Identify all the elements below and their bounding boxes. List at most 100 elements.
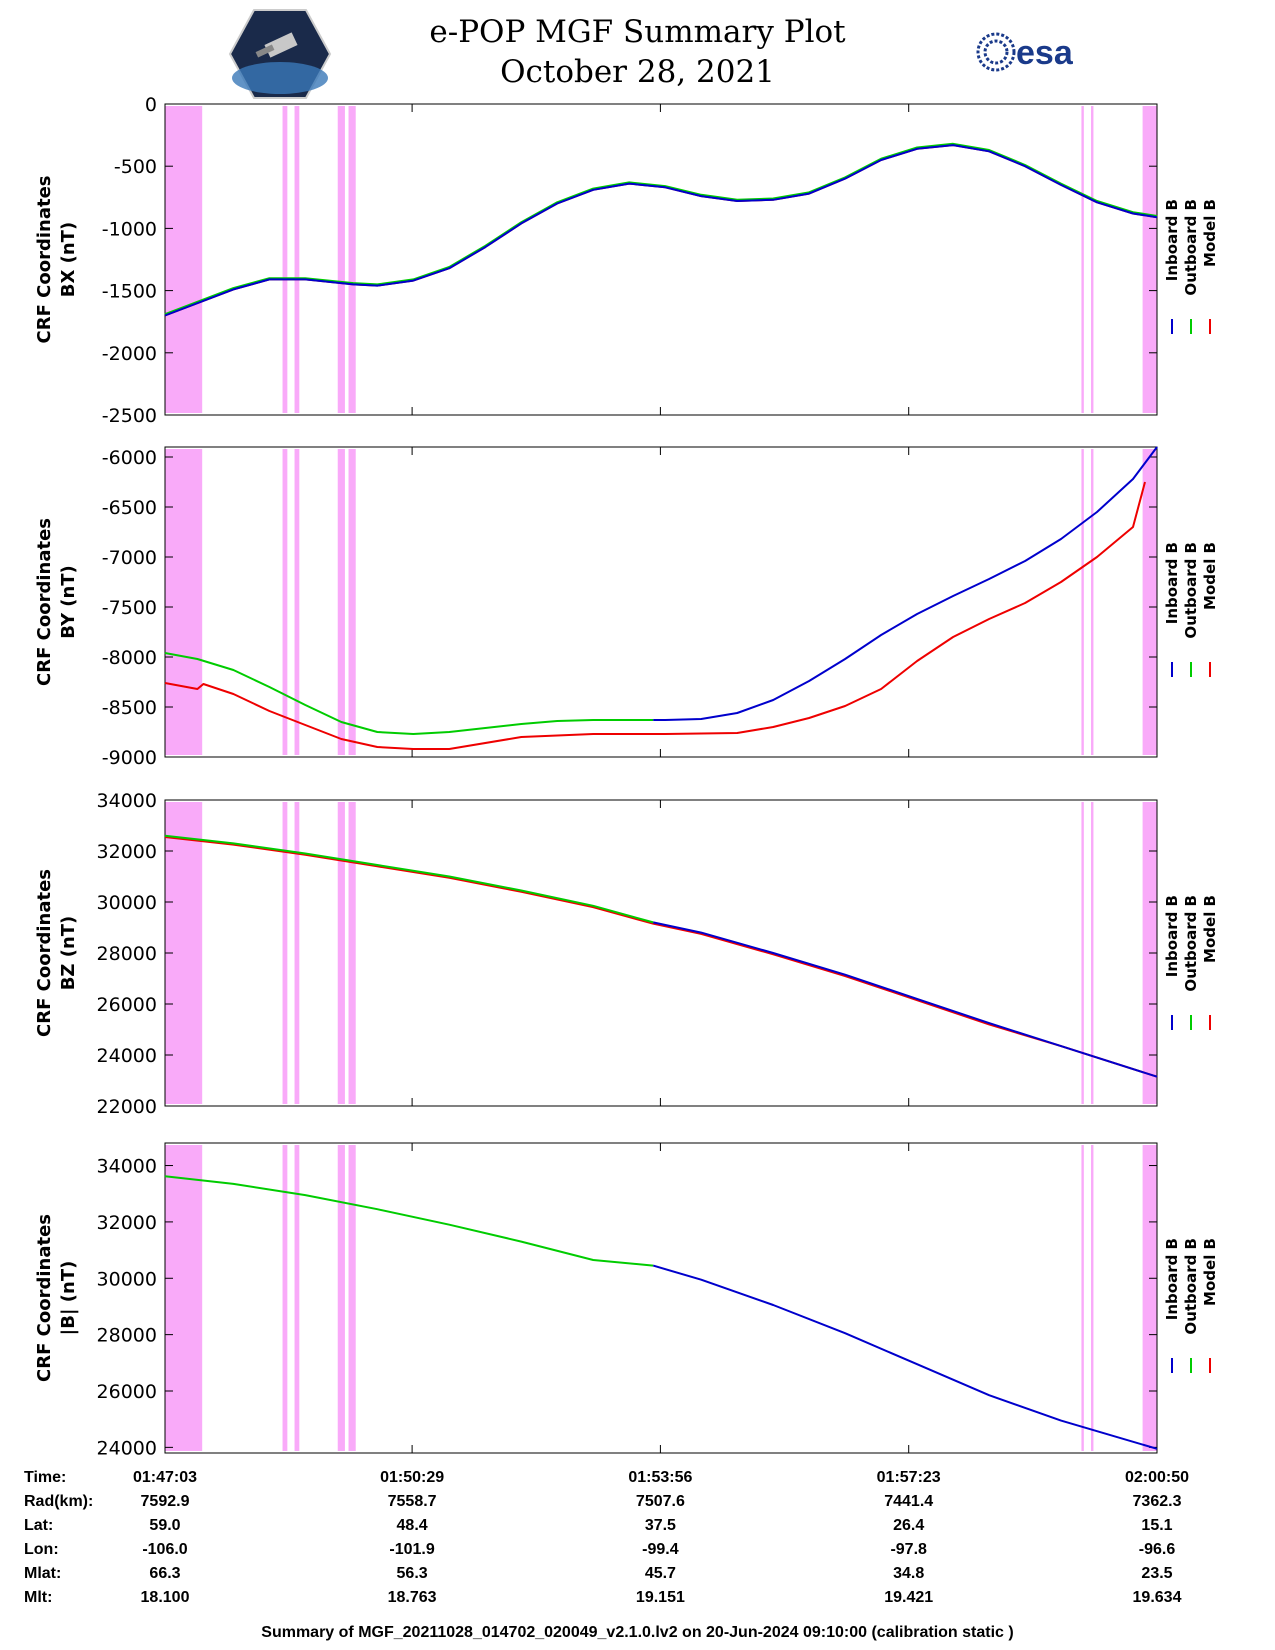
shaded-region	[348, 802, 356, 1104]
shaded-region	[1142, 106, 1157, 413]
info-value: 34.8	[893, 1565, 925, 1582]
info-value: 66.3	[149, 1565, 181, 1582]
series-line-inboard-b	[652, 921, 1158, 1078]
info-value: 37.5	[644, 1517, 676, 1534]
legend-label: Model B	[1201, 542, 1219, 610]
shaded-region	[294, 1145, 300, 1451]
plot-frame	[164, 103, 1158, 416]
y-axis-label: CRF Coordinates	[34, 176, 55, 344]
cassiope-logo	[228, 9, 332, 99]
info-value: 01:50:29	[380, 1469, 445, 1486]
series-line-model-b	[164, 144, 1158, 317]
panel-3: 34000 32000 30000 28000 26000 24000 22000 CRF C…	[34, 790, 1219, 1118]
shaded-region	[1142, 1145, 1157, 1451]
shaded-region	[1091, 1145, 1094, 1451]
shaded-region	[282, 1145, 288, 1451]
info-value: 18.763	[387, 1589, 437, 1606]
shaded-region	[282, 802, 288, 1104]
shaded-region	[1091, 449, 1094, 755]
panel-1: 0 -500 -1000 -1500 -2000 -2500 CRF Coordinates…	[34, 94, 1219, 427]
shaded-region	[1081, 802, 1084, 1104]
shaded-region	[1081, 1145, 1084, 1451]
series-line-inboard-b	[653, 446, 1158, 721]
info-value: 56.3	[396, 1565, 428, 1582]
shaded-region	[165, 1145, 203, 1451]
info-value: 02:00:50	[1124, 1469, 1190, 1486]
y-tick-label: -8500	[102, 697, 157, 719]
shaded-region	[348, 106, 356, 413]
y-tick-label: 34000	[97, 1156, 157, 1178]
info-value: -99.4	[642, 1541, 679, 1558]
info-row-label: Mlat:	[24, 1565, 62, 1582]
info-value: 7592.9	[140, 1493, 190, 1510]
plot-frame	[164, 446, 1158, 758]
shaded-region	[348, 449, 356, 755]
shaded-region	[1091, 802, 1094, 1104]
shaded-region	[294, 106, 300, 413]
info-row-label: Lat:	[24, 1517, 54, 1534]
y-tick-label: 30000	[97, 892, 157, 914]
info-row-label: Lon:	[24, 1541, 59, 1558]
info-value: 7558.7	[387, 1493, 437, 1510]
y-tick-label: -1500	[102, 281, 157, 303]
y-axis-label: CRF Coordinates	[34, 869, 55, 1037]
y-axis-label: CRF Coordinates	[34, 1214, 55, 1382]
shaded-region	[165, 449, 203, 755]
legend-label: Inboard B	[1163, 1238, 1181, 1320]
y-tick-label: -9000	[102, 747, 157, 769]
info-row-label: Mlt:	[24, 1589, 53, 1606]
y-tick-label: -8000	[102, 647, 157, 669]
shaded-region	[348, 1145, 356, 1451]
legend-label: Inboard B	[1163, 895, 1181, 977]
info-value: 48.4	[396, 1517, 428, 1534]
legend-label: Model B	[1201, 199, 1219, 267]
info-value: 59.0	[149, 1517, 181, 1534]
y-tick-label: 32000	[97, 841, 157, 863]
footer-caption: Summary of MGF_20211028_014702_020049_v2…	[261, 1624, 1014, 1641]
shaded-region	[337, 1145, 345, 1451]
shaded-region	[282, 449, 288, 755]
y-axis-label: BX (nT)	[58, 222, 79, 297]
info-value: 26.4	[893, 1517, 925, 1534]
plot-frame	[164, 1142, 1158, 1454]
y-tick-label: 26000	[97, 1381, 157, 1403]
info-value: -101.9	[389, 1541, 435, 1558]
plot-frame	[164, 799, 1158, 1107]
info-row-label: Rad(km):	[24, 1493, 94, 1510]
legend-label: Model B	[1201, 1238, 1219, 1306]
series-line-outboard-b	[164, 1175, 654, 1267]
y-axis-label: |B| (nT)	[58, 1261, 79, 1336]
legend-label: Inboard B	[1163, 199, 1181, 281]
plot-title: e-POP MGF Summary Plot	[429, 14, 846, 50]
info-value: 01:47:03	[132, 1469, 198, 1486]
y-tick-label: -500	[114, 156, 157, 178]
info-value: -97.8	[890, 1541, 927, 1558]
y-axis-label: BY (nT)	[58, 565, 79, 639]
info-value: -106.0	[142, 1541, 188, 1558]
y-tick-label: 24000	[97, 1045, 157, 1067]
info-value: 7362.3	[1132, 1493, 1182, 1510]
y-axis-label: CRF Coordinates	[34, 518, 55, 686]
y-tick-label: 32000	[97, 1212, 157, 1234]
y-tick-label: -7000	[102, 547, 157, 569]
series-line-model-b	[164, 836, 1158, 1078]
shaded-region	[1081, 106, 1084, 413]
y-tick-label: 22000	[97, 1096, 157, 1118]
legend-label: Outboard B	[1182, 895, 1200, 992]
legend-label: Outboard B	[1182, 199, 1200, 296]
info-value: -96.6	[1138, 1541, 1176, 1558]
info-value: 45.7	[644, 1565, 676, 1582]
series-line-model-b	[164, 481, 1146, 750]
info-value: 01:57:23	[876, 1469, 941, 1486]
shaded-region	[337, 802, 345, 1104]
series-line-inboard-b	[652, 1264, 1158, 1450]
info-row-label: Time:	[24, 1469, 67, 1486]
shaded-region	[1091, 106, 1094, 413]
y-tick-label: 34000	[97, 790, 157, 812]
y-axis-label: BZ (nT)	[58, 916, 79, 991]
y-tick-label: -2000	[102, 343, 157, 365]
y-tick-label: -6500	[102, 497, 157, 519]
info-value: 18.100	[140, 1589, 190, 1606]
legend-label: Outboard B	[1182, 542, 1200, 639]
info-value: 19.151	[635, 1589, 685, 1606]
